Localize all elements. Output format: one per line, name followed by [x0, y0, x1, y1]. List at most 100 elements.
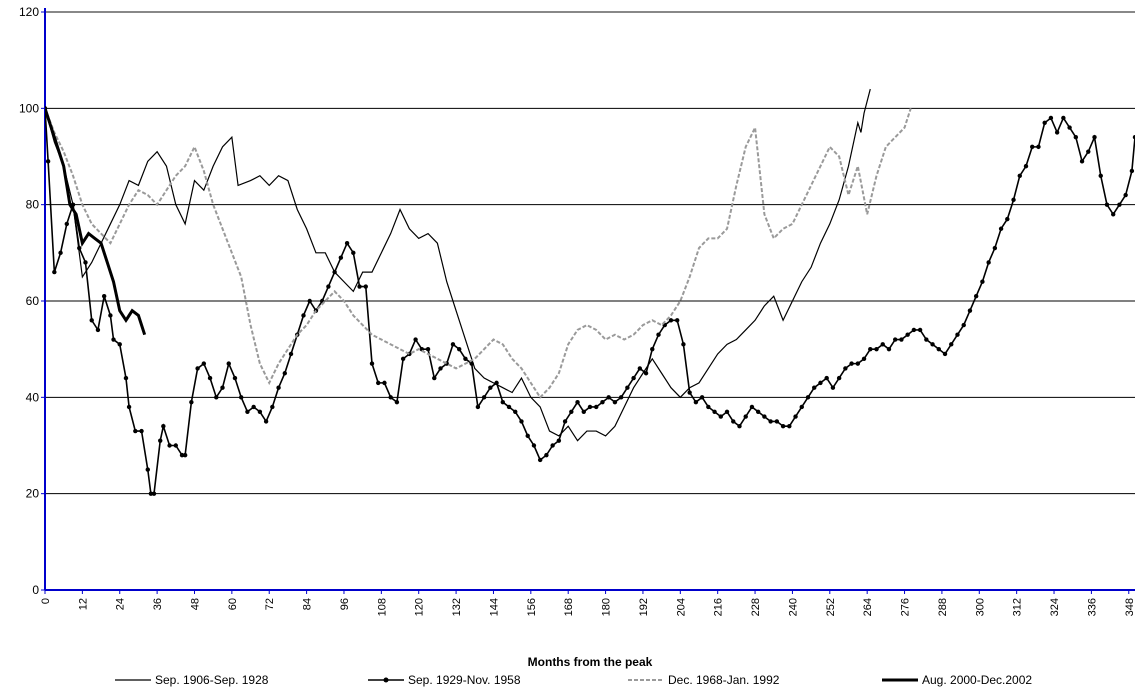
point — [226, 361, 231, 366]
point — [874, 346, 879, 352]
point — [276, 385, 281, 390]
point — [743, 414, 748, 419]
x-tick-label: 180 — [601, 598, 613, 616]
x-tick-label: 36 — [152, 598, 164, 610]
point — [681, 342, 686, 347]
point — [562, 419, 568, 424]
point — [189, 399, 194, 405]
point — [774, 419, 780, 424]
point — [1079, 159, 1085, 164]
x-tick-label: 228 — [750, 598, 762, 616]
point — [475, 404, 481, 410]
point — [432, 375, 437, 381]
point — [338, 255, 344, 260]
point — [693, 399, 699, 405]
point — [1092, 135, 1097, 140]
point — [95, 327, 101, 333]
point — [1048, 115, 1054, 121]
point — [606, 395, 611, 400]
point — [643, 371, 649, 376]
point — [232, 375, 238, 381]
x-tick-label: 48 — [189, 598, 201, 610]
point — [481, 395, 487, 400]
point — [357, 284, 362, 289]
x-tick-label: 312 — [1012, 598, 1024, 616]
point — [749, 404, 755, 410]
y-tick-label: 40 — [26, 390, 40, 404]
point — [537, 457, 543, 463]
x-tick-label: 72 — [264, 598, 276, 610]
x-tick-label: 0 — [40, 598, 52, 604]
x-tick-label: 84 — [302, 598, 314, 610]
point — [1017, 173, 1022, 178]
point — [450, 342, 456, 347]
point — [581, 409, 586, 414]
line — [45, 107, 147, 336]
point — [369, 361, 375, 366]
point — [123, 375, 129, 381]
x-tick-label: 300 — [974, 598, 986, 616]
point — [307, 298, 312, 304]
point — [961, 322, 966, 328]
point — [668, 318, 674, 323]
point — [500, 399, 505, 405]
point — [101, 293, 107, 299]
x-tick-label: 264 — [862, 598, 874, 616]
point — [282, 371, 287, 376]
point — [569, 409, 574, 414]
line — [45, 107, 912, 399]
point — [438, 366, 443, 371]
point — [699, 395, 705, 400]
point — [257, 409, 263, 414]
x-tick-label: 120 — [414, 598, 426, 616]
point — [1123, 192, 1128, 198]
point — [151, 491, 157, 496]
point — [382, 380, 387, 386]
point — [363, 284, 368, 289]
point — [575, 399, 580, 405]
point — [64, 221, 70, 227]
legend-marker — [383, 677, 389, 683]
point — [1111, 212, 1116, 217]
point — [899, 337, 904, 342]
point — [930, 342, 935, 347]
point — [718, 414, 723, 419]
point — [52, 269, 57, 275]
point — [326, 284, 331, 289]
x-tick-label: 60 — [227, 598, 239, 610]
point — [687, 390, 692, 395]
point — [173, 443, 178, 448]
y-tick-label: 0 — [32, 583, 39, 597]
point — [631, 375, 636, 381]
x-tick-label: 132 — [451, 598, 463, 616]
point — [117, 342, 122, 347]
point — [207, 375, 213, 381]
y-tick-label: 60 — [26, 294, 40, 308]
point — [494, 380, 499, 386]
point — [830, 385, 836, 390]
point — [625, 385, 630, 390]
x-tick-label: 108 — [376, 598, 388, 616]
point — [263, 419, 269, 424]
x-tick-label: 252 — [825, 598, 837, 616]
legend-label: Dec. 1968-Jan. 1992 — [668, 673, 780, 687]
point — [1030, 144, 1035, 150]
point — [706, 404, 711, 410]
point — [376, 380, 381, 386]
y-tick-label: 20 — [26, 487, 40, 501]
point — [1104, 202, 1110, 207]
point — [893, 337, 898, 342]
point — [550, 443, 555, 448]
point — [936, 346, 941, 352]
point — [301, 313, 306, 318]
point — [195, 366, 200, 371]
point — [618, 395, 624, 400]
point — [469, 361, 474, 366]
point — [179, 452, 185, 458]
point — [924, 337, 929, 342]
point — [108, 313, 113, 318]
point — [457, 346, 462, 352]
point — [288, 351, 294, 357]
point — [911, 327, 917, 333]
point — [594, 404, 599, 410]
